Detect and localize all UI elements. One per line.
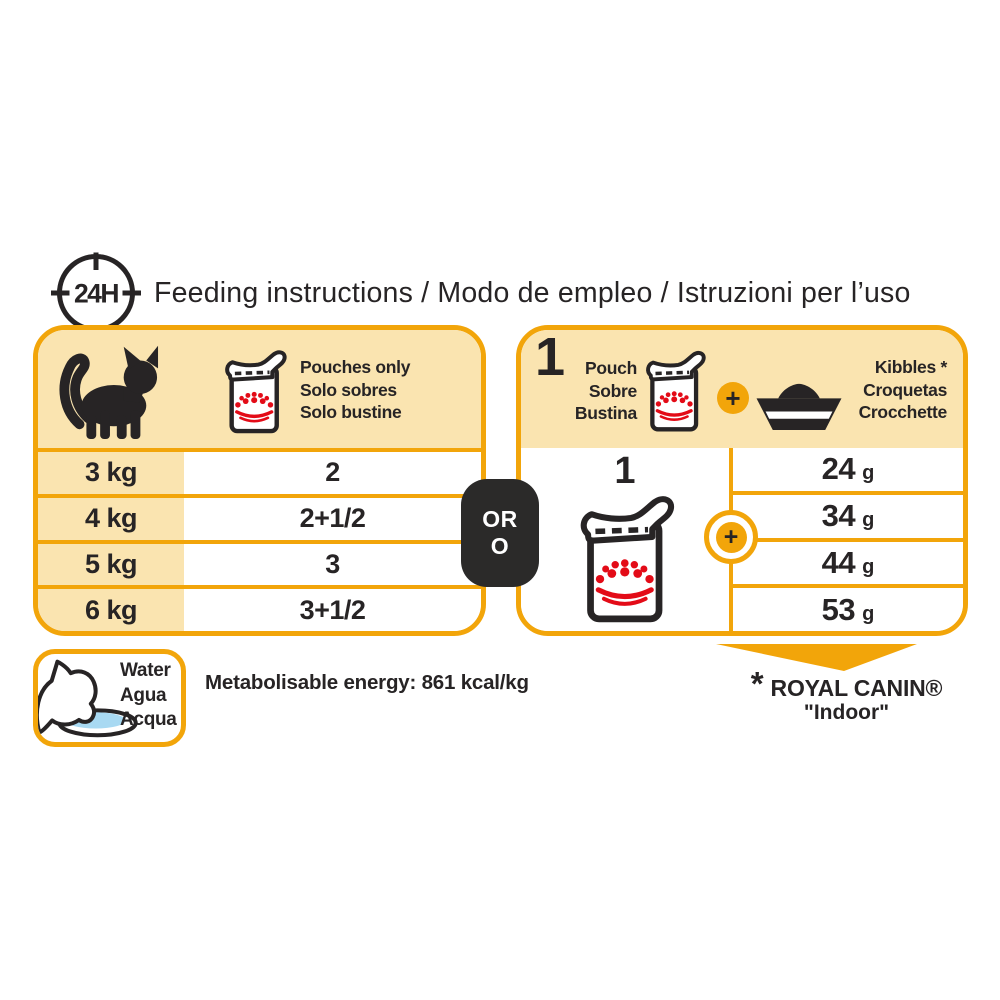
pouches-cell: 2+1/2 — [184, 497, 481, 540]
weight-pouches-table: 3 kg 2 4 kg 2+1/2 5 kg 3 6 kg 3+1/2 — [38, 448, 481, 631]
kibbles-label: Kibbles * Croquetas Crocchette — [847, 356, 948, 424]
grams-unit: g — [862, 509, 875, 532]
water-box: Water Agua Acqua — [33, 649, 186, 747]
note-line: Pouches only — [300, 357, 411, 377]
note-line: Water — [120, 660, 171, 681]
grams-value: 44 — [821, 544, 856, 580]
right-panel-header: 1 Pouch Sobre Bustina + Kibbles * Croque… — [521, 330, 963, 448]
table-row: 53 g — [733, 584, 963, 631]
pouch-icon — [643, 341, 707, 438]
pouches-only-note: Pouches only Solo sobres Solo bustine — [300, 356, 410, 424]
brand-name: ROYAL CANIN® — [770, 675, 943, 701]
down-arrow-icon — [716, 644, 917, 671]
note-line: Bustina — [574, 403, 637, 423]
clock-24h-icon: 24H — [51, 252, 141, 332]
cat-silhouette-icon — [59, 345, 159, 440]
weight-cell: 5 kg — [38, 543, 184, 586]
pouch-label: Pouch Sobre Bustina — [549, 357, 637, 425]
grams-value: 34 — [821, 498, 856, 534]
pouch-plus-kibbles-panel: 1 Pouch Sobre Bustina + Kibbles * Croque… — [516, 325, 968, 636]
table-row: 44 g — [733, 537, 963, 585]
water-label: Water Agua Acqua — [120, 659, 177, 733]
note-line: Agua — [120, 684, 167, 706]
note-line: Crocchette — [858, 402, 948, 422]
food-bowl-icon — [756, 383, 842, 430]
pouch-icon — [573, 488, 679, 625]
table-row: 3 kg 2 — [38, 448, 481, 494]
asterisk: * — [750, 665, 764, 702]
pouches-cell: 2 — [184, 452, 481, 494]
grams-unit: g — [862, 602, 875, 625]
note-line: Acqua — [120, 709, 177, 730]
pouch-count: 1 — [614, 450, 636, 492]
page-title: Feeding instructions / Modo de empleo / … — [154, 277, 911, 309]
pouch-icon — [222, 340, 288, 440]
or-badge: OR O — [461, 479, 539, 587]
note-line: Kibbles * — [874, 357, 947, 377]
note-line: Croquetas — [863, 379, 947, 400]
weight-cell: 4 kg — [38, 497, 184, 540]
grams-value: 53 — [821, 591, 856, 627]
footnote: * ROYAL CANIN® "Indoor" — [744, 665, 949, 725]
plus-divider-icon: + — [704, 510, 758, 564]
pouches-cell: 3 — [184, 543, 481, 586]
step-number: 1 — [535, 327, 566, 387]
note-line: Solo bustine — [300, 402, 402, 422]
pouch-quantity-cell: 1 — [521, 448, 729, 631]
clock-label: 24H — [74, 279, 118, 309]
or-badge-line: O — [490, 533, 510, 559]
weight-cell: 3 kg — [38, 452, 184, 494]
grams-unit: g — [862, 555, 875, 578]
plus-icon: + — [717, 382, 749, 414]
grams-value: 24 — [821, 451, 856, 487]
grams-unit: g — [862, 462, 875, 485]
cat-drinking-icon — [38, 659, 138, 738]
left-panel-header: Pouches only Solo sobres Solo bustine — [38, 330, 481, 448]
or-badge-line: OR — [482, 506, 518, 532]
product-name: "Indoor" — [803, 701, 890, 724]
energy-text: Metabolisable energy: 861 kcal/kg — [205, 671, 529, 694]
note-line: Pouch — [585, 358, 637, 378]
pouch-kibbles-table: 1 24 g 34 g 44 g 53 g — [521, 448, 963, 631]
note-line: Sobre — [588, 380, 637, 401]
kibbles-grams-rows: 24 g 34 g 44 g 53 g — [729, 448, 963, 631]
pouches-only-panel: Pouches only Solo sobres Solo bustine 3 … — [33, 325, 486, 636]
table-row: 24 g — [733, 448, 963, 491]
weight-cell: 6 kg — [38, 589, 184, 631]
table-row: 6 kg 3+1/2 — [38, 585, 481, 631]
table-row: 5 kg 3 — [38, 539, 481, 586]
table-row: 4 kg 2+1/2 — [38, 493, 481, 540]
note-line: Solo sobres — [300, 379, 397, 400]
table-row: 34 g — [733, 490, 963, 538]
pouches-cell: 3+1/2 — [184, 589, 481, 631]
